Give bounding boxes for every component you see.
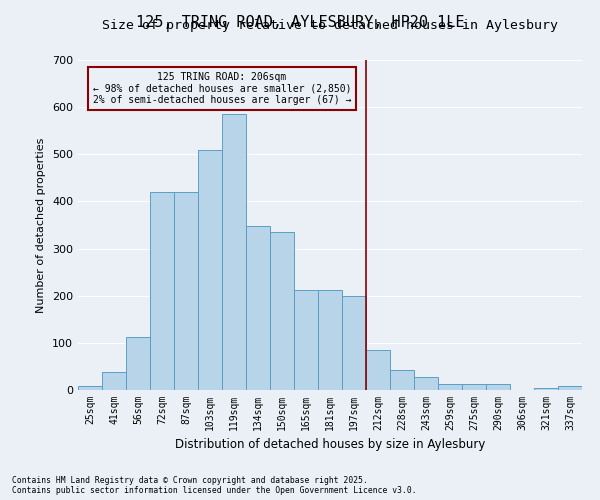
Bar — [270, 232, 294, 390]
X-axis label: Distribution of detached houses by size in Aylesbury: Distribution of detached houses by size … — [175, 438, 485, 452]
Bar — [486, 384, 510, 390]
Bar — [294, 290, 318, 390]
Bar — [342, 296, 366, 390]
Bar — [126, 336, 150, 390]
Bar — [78, 386, 102, 390]
Bar — [366, 350, 390, 390]
Text: Contains HM Land Registry data © Crown copyright and database right 2025.
Contai: Contains HM Land Registry data © Crown c… — [12, 476, 416, 495]
Bar — [318, 290, 342, 390]
Bar — [150, 192, 174, 390]
Bar — [438, 384, 462, 390]
Bar — [198, 150, 222, 390]
Bar — [558, 386, 582, 390]
Bar — [174, 192, 198, 390]
Bar — [222, 114, 246, 390]
Bar — [102, 372, 126, 390]
Bar — [414, 378, 438, 390]
Bar — [390, 370, 414, 390]
Bar — [534, 388, 558, 390]
Text: 125, TRING ROAD, AYLESBURY, HP20 1LE: 125, TRING ROAD, AYLESBURY, HP20 1LE — [136, 15, 464, 30]
Bar — [462, 384, 486, 390]
Y-axis label: Number of detached properties: Number of detached properties — [37, 138, 46, 312]
Text: 125 TRING ROAD: 206sqm
← 98% of detached houses are smaller (2,850)
2% of semi-d: 125 TRING ROAD: 206sqm ← 98% of detached… — [93, 72, 351, 105]
Bar — [246, 226, 270, 390]
Title: Size of property relative to detached houses in Aylesbury: Size of property relative to detached ho… — [102, 20, 558, 32]
